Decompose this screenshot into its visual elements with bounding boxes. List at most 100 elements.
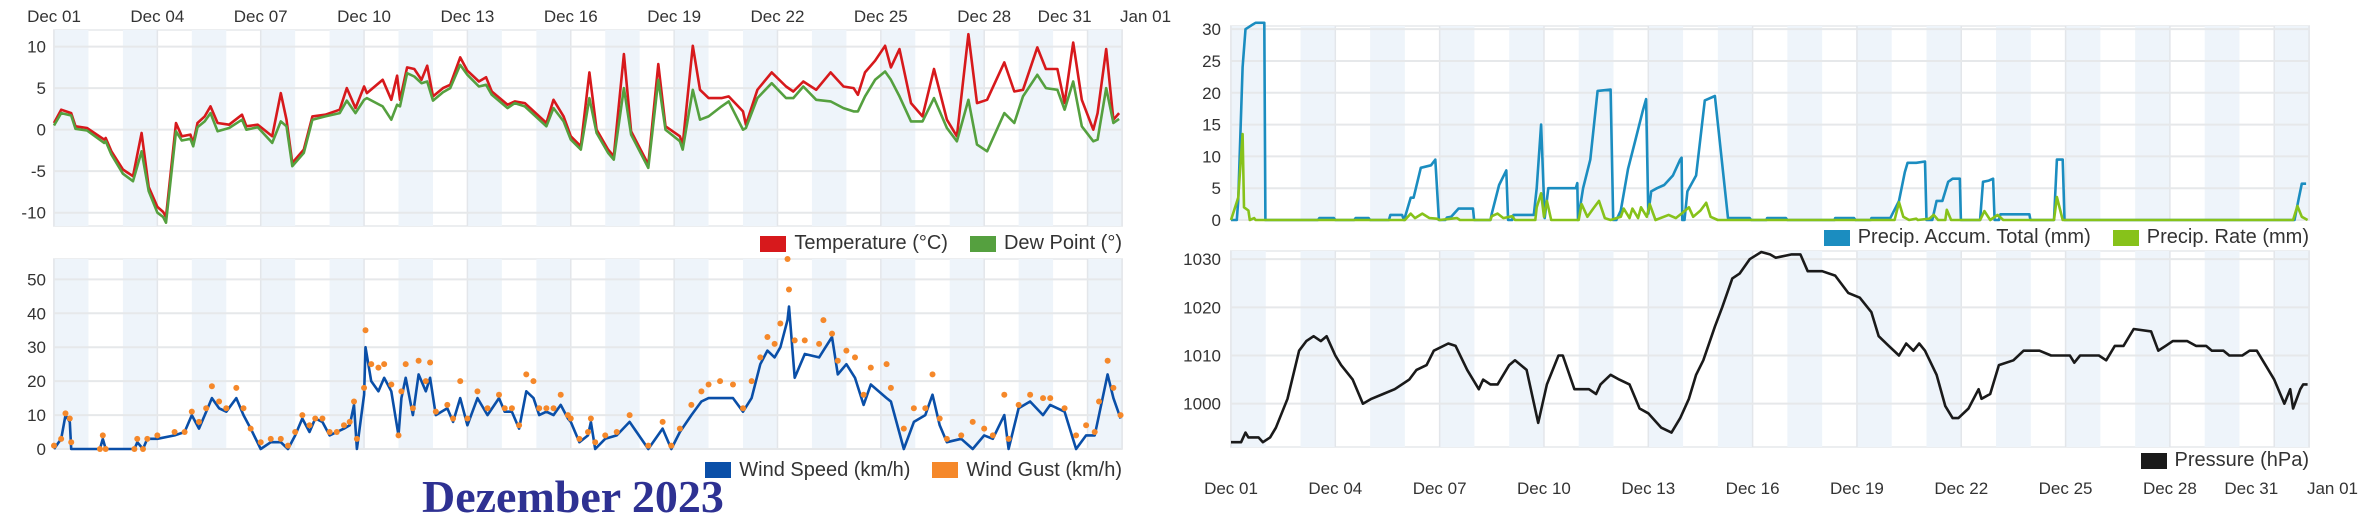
y-tick-label: 30 [27, 338, 46, 357]
wind-gust-km-h-point [1073, 432, 1080, 439]
wind-gust-km-h-point [368, 361, 375, 368]
wind-gust-km-h-point [361, 384, 368, 391]
wind-gust-swatch [932, 462, 959, 478]
y-tick-label: 15 [1202, 116, 1221, 135]
wind-gust-km-h-point [989, 432, 996, 439]
wind-gust-km-h-point [233, 384, 240, 391]
y-tick-label: 10 [27, 406, 46, 425]
wind-gust-km-h-point [626, 412, 633, 419]
wind-gust-km-h-point [698, 388, 705, 395]
wind-gust-km-h-point [362, 327, 369, 334]
wind-gust-km-h-point [381, 361, 388, 368]
legend-item-dew-point[interactable]: Dew Point (°) [969, 232, 1122, 255]
wind-gust-km-h-point [422, 378, 429, 385]
plot-area [1230, 250, 2310, 448]
legend-label: Precip. Accum. Total (mm) [1857, 226, 2091, 248]
wind-gust-km-h-point [1001, 391, 1008, 398]
pressure-swatch [2140, 452, 2167, 469]
day-band [329, 259, 365, 449]
legend-item-wind-speed[interactable]: Wind Speed (km/h) [705, 459, 910, 482]
x-tick-label: Dec 22 [751, 7, 805, 26]
wind-gust-km-h-point [464, 415, 471, 422]
wind-gust-km-h-point [676, 425, 683, 432]
y-tick-label: -5 [31, 162, 46, 181]
y-tick-label: -10 [21, 204, 46, 223]
wind-gust-km-h-point [346, 418, 353, 425]
wind-gust-km-h-point [516, 422, 523, 429]
legend-item-wind-gust[interactable]: Wind Gust (km/h) [932, 459, 1122, 482]
wind-gust-km-h-point [887, 384, 894, 391]
legend-item-precip-rate[interactable]: Precip. Rate (mm) [2112, 226, 2309, 249]
day-band [1509, 251, 1544, 447]
wind-gust-km-h-point [375, 364, 382, 371]
x-tick-label: Dec 31 [1038, 7, 1092, 26]
wind-gust-km-h-point [543, 405, 550, 412]
day-band [949, 259, 985, 449]
day-band [1926, 251, 1962, 447]
wind-gust-km-h-point [576, 435, 583, 442]
y-tick-label: 5 [1212, 179, 1221, 198]
wind-gust-km-h-point [1005, 435, 1012, 442]
wind-gust-km-h-point [450, 415, 457, 422]
wind-gust-km-h-point [154, 432, 161, 439]
day-band [1996, 26, 2031, 220]
day-band [2274, 251, 2309, 447]
wind-gust-km-h-point [402, 361, 409, 368]
legend-label: Temperature (°C) [794, 232, 948, 254]
day-band [536, 259, 571, 449]
legend-label: Precip. Rate (mm) [2146, 226, 2309, 248]
wind-gust-km-h-point [757, 354, 764, 361]
wind-gust-km-h-point [99, 432, 106, 439]
wind-gust-km-h-point [277, 435, 284, 442]
precip-rate-swatch [2112, 229, 2139, 246]
wind-gust-km-h-point [1015, 401, 1022, 408]
plot-area [53, 29, 1123, 227]
legend-item-precip-accum[interactable]: Precip. Accum. Total (mm) [1823, 226, 2091, 249]
wind-gust-km-h-point [223, 405, 230, 412]
wind-gust-km-h-point [340, 422, 347, 429]
day-band [2065, 26, 2101, 220]
day-band [949, 30, 985, 226]
day-band [811, 259, 847, 449]
day-band [2135, 251, 2170, 447]
wind-gust-km-h-point [936, 415, 943, 422]
wind-gust-km-h-point [1117, 412, 1124, 419]
day-band [329, 30, 365, 226]
legend-item-pressure[interactable]: Pressure (hPa) [2140, 449, 2310, 472]
y-tick-label: 50 [27, 270, 46, 289]
wind-gust-km-h-point [96, 446, 103, 452]
wind-gust-km-h-point [247, 425, 254, 432]
x-tick-label: Dec 01 [1204, 479, 1258, 498]
day-band [1787, 26, 1823, 220]
wind-gust-km-h-point [688, 401, 695, 408]
wind-gust-km-h-point [585, 429, 591, 436]
legend-label: Dew Point (°) [1003, 232, 1122, 254]
wind-gust-km-h-point [181, 429, 188, 436]
y-tick-label: 0 [1212, 211, 1221, 230]
legend-label: Pressure (hPa) [2174, 449, 2310, 471]
wind-gust-km-h-point [140, 446, 146, 452]
day-band [1018, 259, 1054, 449]
wind-gust-km-h-point [188, 408, 195, 415]
wind-gust-km-h-point [131, 446, 138, 452]
y-tick-label: 20 [27, 372, 46, 391]
y-tick-label: 1000 [1183, 395, 1221, 414]
temperature-chart: -10 -5 0 5 10 [21, 29, 1123, 227]
wind-gust-km-h-point [319, 415, 326, 422]
day-band [1231, 26, 1266, 220]
x-tick-label: Dec 10 [337, 7, 391, 26]
wind-gust-km-h-point [785, 286, 792, 293]
wind-gust-km-h-point [333, 429, 340, 436]
day-band [743, 30, 778, 226]
legend-item-temperature[interactable]: Temperature (°C) [760, 232, 948, 255]
wind-gust-km-h-point [659, 418, 666, 425]
precip-rate-mm-line [1229, 132, 2309, 222]
wind-gust-km-h-point [68, 439, 75, 446]
wind-gust-km-h-point [557, 391, 564, 398]
wind-gust-km-h-point [867, 364, 874, 371]
wind-gust-km-h-point [668, 442, 675, 449]
wind-gust-km-h-point [240, 405, 247, 412]
wind-gust-km-h-point [929, 371, 936, 378]
day-band [2204, 26, 2240, 220]
